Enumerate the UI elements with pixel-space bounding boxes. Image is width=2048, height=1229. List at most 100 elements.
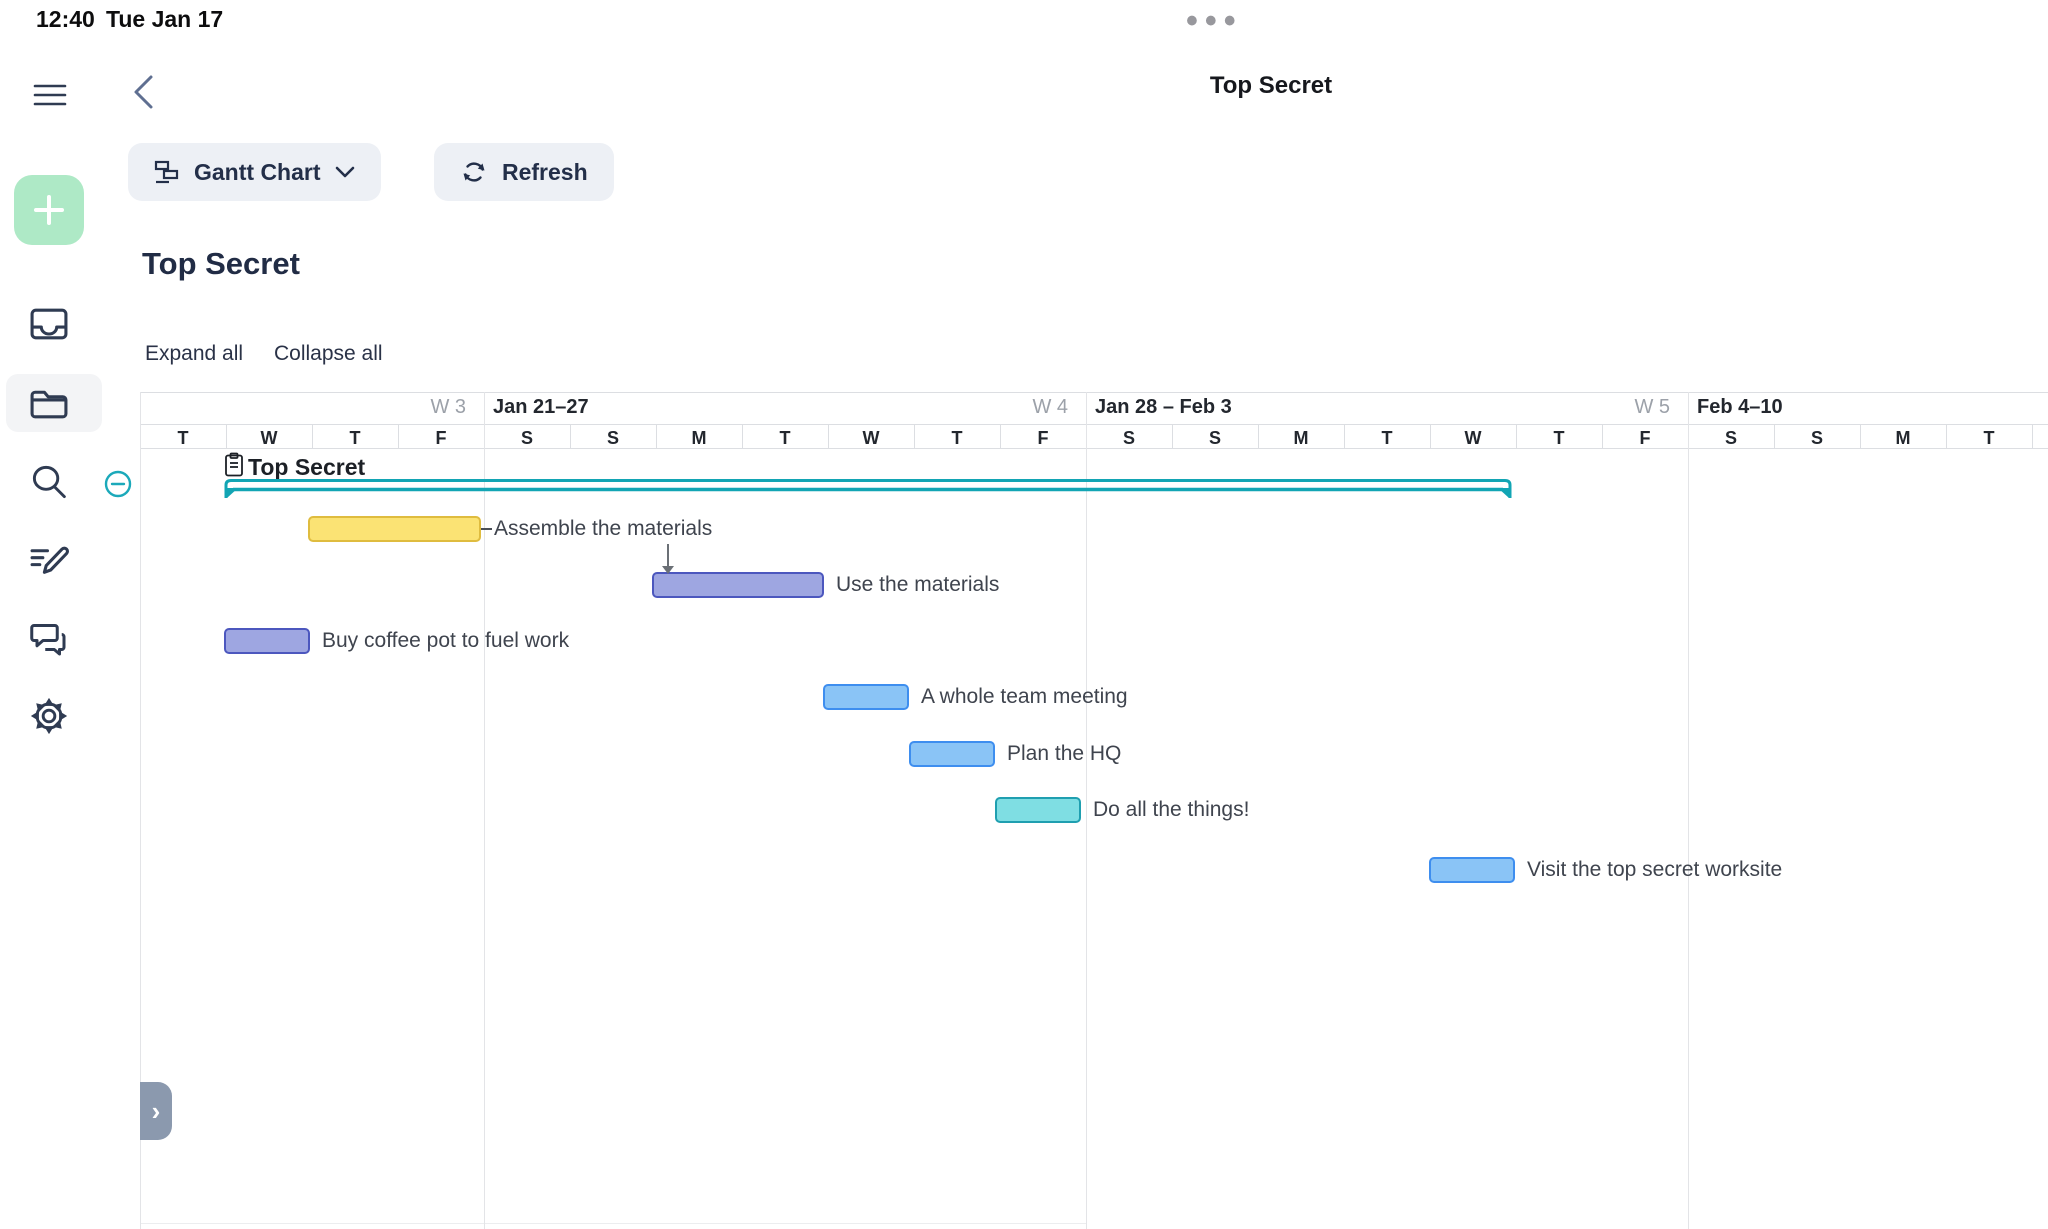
task-bar[interactable] [308,516,481,542]
week-boundary-line [1688,392,1689,1229]
day-letter: T [1381,428,1393,448]
folder-icon [30,390,68,419]
gear-icon [30,697,68,735]
task-bar[interactable] [909,741,995,767]
task-bar[interactable] [1429,857,1515,883]
sidebar-item-chat[interactable] [14,604,84,674]
day-tick [2032,424,2033,448]
day-tick [1430,424,1431,448]
status-date: Tue Jan 17 [106,6,224,32]
day-letter: S [1810,428,1823,448]
day-letter: W [1464,428,1482,448]
day-letter: W [862,428,880,448]
day-letter: T [1553,428,1565,448]
sidebar-expand-handle[interactable]: › [140,1082,172,1140]
day-letter: S [1724,428,1737,448]
back-button[interactable] [132,74,154,110]
inbox-icon [30,308,68,340]
week-range-label: Feb 4–10 [1697,396,1783,418]
day-letter: T [779,428,791,448]
task-label: Visit the top secret worksite [1527,858,1783,881]
chevron-left-icon [134,75,153,109]
week-number-label: W 4 [1032,396,1068,418]
add-button[interactable] [14,175,84,245]
day-letter: T [349,428,361,448]
page-title: Top Secret [142,246,300,281]
day-letter: S [606,428,619,448]
day-tick [226,424,227,448]
day-letter: M [691,428,707,448]
chat-bubbles-icon [30,624,66,656]
sidebar-item-compose[interactable] [14,525,84,595]
week-number-label: W 5 [1634,396,1670,418]
day-tick [1172,424,1173,448]
minus-circle-icon [104,470,132,498]
task-bar[interactable] [995,797,1081,823]
sidebar-selected-highlight [6,374,102,432]
overflow-menu-dots[interactable]: ••• [1186,2,1243,40]
task-label-connector [481,528,492,530]
day-tick [570,424,571,448]
sidebar-item-folders[interactable] [14,368,84,438]
window-title: Top Secret [1209,72,1333,99]
week-range-label: Jan 21–27 [493,396,589,418]
day-tick [1258,424,1259,448]
refresh-label: Refresh [502,158,588,185]
task-bar[interactable] [823,684,909,710]
week-boundary-line [484,392,485,1229]
grid-footer-line [140,1223,1086,1224]
task-label: Buy coffee pot to fuel work [322,629,570,652]
sidebar-item-settings[interactable] [14,681,84,751]
day-tick [398,424,399,448]
day-letter: M [1293,428,1309,448]
day-tick [1344,424,1345,448]
day-letter: W [260,428,278,448]
day-letter: F [435,428,447,448]
day-letter: T [177,428,189,448]
view-switcher-button[interactable]: Gantt Chart [128,143,381,201]
day-tick [742,424,743,448]
task-bar[interactable] [224,628,310,654]
day-tick [1000,424,1001,448]
header-divider-line [140,424,2048,425]
compose-pencil-icon [30,546,69,574]
week-number-label: W 3 [430,396,466,418]
day-tick [828,424,829,448]
task-label: Do all the things! [1093,798,1250,821]
week-range-label: Jan 28 – Feb 3 [1095,396,1232,418]
task-label: Plan the HQ [1007,742,1122,765]
day-letter: S [1122,428,1135,448]
sidebar-item-inbox[interactable] [14,289,84,359]
task-label: Assemble the materials [494,517,713,540]
expand-all-link[interactable]: Expand all [145,342,244,365]
day-tick [1774,424,1775,448]
day-letter: F [1639,428,1651,448]
refresh-icon [463,162,485,182]
hamburger-icon [33,84,67,106]
refresh-button[interactable]: Refresh [434,143,614,201]
sidebar-item-search[interactable] [14,447,84,517]
header-bottom-line [140,448,2048,449]
collapse-project-button[interactable] [104,470,132,498]
week-boundary-line [1086,392,1087,1229]
search-icon [32,465,66,499]
chevron-down-icon [335,166,354,177]
grid-left-border [140,392,141,1229]
task-label: Use the materials [836,573,1000,596]
plus-icon [34,195,64,225]
collapse-all-link[interactable]: Collapse all [274,342,383,365]
sidebar-menu-button[interactable] [33,82,67,108]
gantt-chart-icon [154,160,179,184]
status-time: 12:40 [36,6,95,32]
day-letter: T [1983,428,1995,448]
day-letter: T [951,428,963,448]
day-tick [656,424,657,448]
day-tick [1946,424,1947,448]
project-row-label[interactable]: Top Secret [248,454,366,480]
day-letter: F [1037,428,1049,448]
task-bar[interactable] [652,572,824,598]
clipboard-icon [224,452,244,478]
